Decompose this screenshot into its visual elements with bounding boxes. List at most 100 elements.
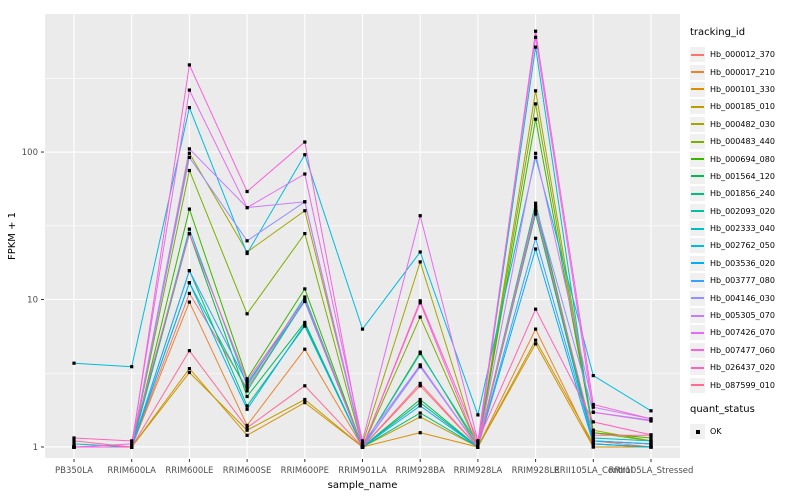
- data-point: [187, 106, 191, 110]
- legend-entry-Hb_004146_030: Hb_004146_030: [690, 289, 798, 306]
- data-point: [72, 436, 76, 440]
- data-point: [534, 117, 538, 121]
- data-point: [418, 411, 422, 415]
- legend-entry-Hb_026437_020: Hb_026437_020: [690, 359, 798, 376]
- data-point: [187, 291, 191, 295]
- legend-entry-label: Hb_002762_050: [710, 241, 775, 251]
- series-color-key-icon: [690, 238, 705, 254]
- legend-entry-label: Hb_000483_440: [710, 137, 775, 147]
- data-point: [649, 445, 653, 449]
- data-point: [245, 251, 249, 256]
- series-color-key-icon: [690, 360, 705, 376]
- data-point: [591, 431, 595, 435]
- data-point: [591, 445, 595, 449]
- data-point: [418, 431, 422, 435]
- legend-entry-quant-ok: OK: [690, 423, 798, 440]
- data-point: [360, 442, 365, 446]
- series-color-line-icon: [691, 244, 704, 247]
- data-point: [245, 428, 249, 432]
- data-point: [418, 315, 422, 319]
- series-color-key-icon: [690, 151, 705, 167]
- data-point: [187, 147, 191, 151]
- data-point: [591, 374, 595, 378]
- legend-entry-label: Hb_007477_060: [710, 345, 775, 355]
- data-point: [245, 206, 249, 210]
- data-point: [187, 281, 191, 285]
- data-point: [418, 250, 422, 254]
- series-color-key-icon: [690, 186, 705, 202]
- data-point: [187, 88, 191, 92]
- data-point: [360, 439, 365, 443]
- data-point: [591, 433, 595, 437]
- data-point: [418, 214, 422, 218]
- data-point: [476, 439, 480, 443]
- legend-entry-Hb_005305_070: Hb_005305_070: [690, 307, 798, 324]
- data-point: [534, 307, 538, 311]
- data-point: [303, 401, 307, 405]
- y-tick-label: 100: [22, 148, 38, 158]
- data-point: [303, 320, 307, 324]
- data-point: [591, 442, 595, 446]
- data-point: [245, 389, 249, 393]
- data-point: [303, 299, 307, 304]
- data-point: [534, 45, 538, 49]
- legend-entry-label: Hb_002333_040: [710, 224, 775, 234]
- data-point: [534, 209, 538, 213]
- data-point: [649, 409, 653, 413]
- series-color-key-icon: [690, 47, 705, 63]
- series-color-line-icon: [691, 384, 704, 387]
- data-point: [418, 299, 422, 303]
- x-tick-label: RRII105LA_Control: [554, 466, 633, 476]
- data-point: [187, 227, 191, 231]
- data-point: [303, 153, 307, 157]
- data-point: [649, 436, 653, 440]
- data-point: [187, 269, 191, 273]
- data-point: [303, 287, 307, 291]
- data-point: [187, 168, 191, 173]
- legend-entry-label: Hb_000694_080: [710, 154, 775, 164]
- data-point: [245, 381, 249, 385]
- data-point: [245, 407, 249, 411]
- data-point: [418, 352, 422, 356]
- data-point: [591, 420, 595, 424]
- series-color-key-icon: [690, 64, 705, 80]
- data-point: [649, 419, 653, 423]
- quant-ok-key-icon: [690, 424, 705, 439]
- data-point: [649, 417, 653, 421]
- data-point: [303, 397, 307, 402]
- data-point: [534, 327, 538, 331]
- data-point: [187, 63, 191, 67]
- data-point: [534, 102, 538, 106]
- data-point: [303, 322, 307, 326]
- series-color-line-icon: [691, 297, 704, 300]
- data-point: [534, 247, 538, 251]
- legend-entry-label: Hb_002093_020: [710, 206, 775, 216]
- data-point: [72, 361, 76, 365]
- data-point: [476, 445, 480, 449]
- legend-entry-Hb_000185_010: Hb_000185_010: [690, 98, 798, 115]
- legend-entry-Hb_002762_050: Hb_002762_050: [690, 237, 798, 254]
- series-color-line-icon: [691, 105, 704, 108]
- data-point: [476, 442, 480, 446]
- data-point: [303, 172, 307, 176]
- data-point: [534, 204, 538, 208]
- data-point: [418, 397, 422, 402]
- data-point: [534, 89, 538, 93]
- data-point: [591, 402, 595, 407]
- series-color-line-icon: [691, 192, 704, 195]
- series-color-line-icon: [691, 279, 704, 282]
- series-color-line-icon: [691, 227, 704, 230]
- series-color-line-icon: [691, 53, 704, 56]
- data-point: [245, 384, 249, 388]
- legend-entry-label: Hb_000185_010: [710, 102, 775, 112]
- x-tick-label: RRII105LA_Stressed: [609, 466, 694, 476]
- legend-entry-label: Hb_003777_080: [710, 276, 775, 286]
- data-point: [418, 365, 422, 369]
- legend: tracking_id Hb_000012_370 Hb_000017_210 Hb…: [690, 27, 798, 440]
- series-color-key-icon: [690, 308, 705, 324]
- data-point: [245, 312, 249, 316]
- series-color-key-icon: [690, 290, 705, 306]
- x-tick-label: RRIM600LA: [107, 466, 156, 476]
- series-color-key-icon: [690, 81, 705, 97]
